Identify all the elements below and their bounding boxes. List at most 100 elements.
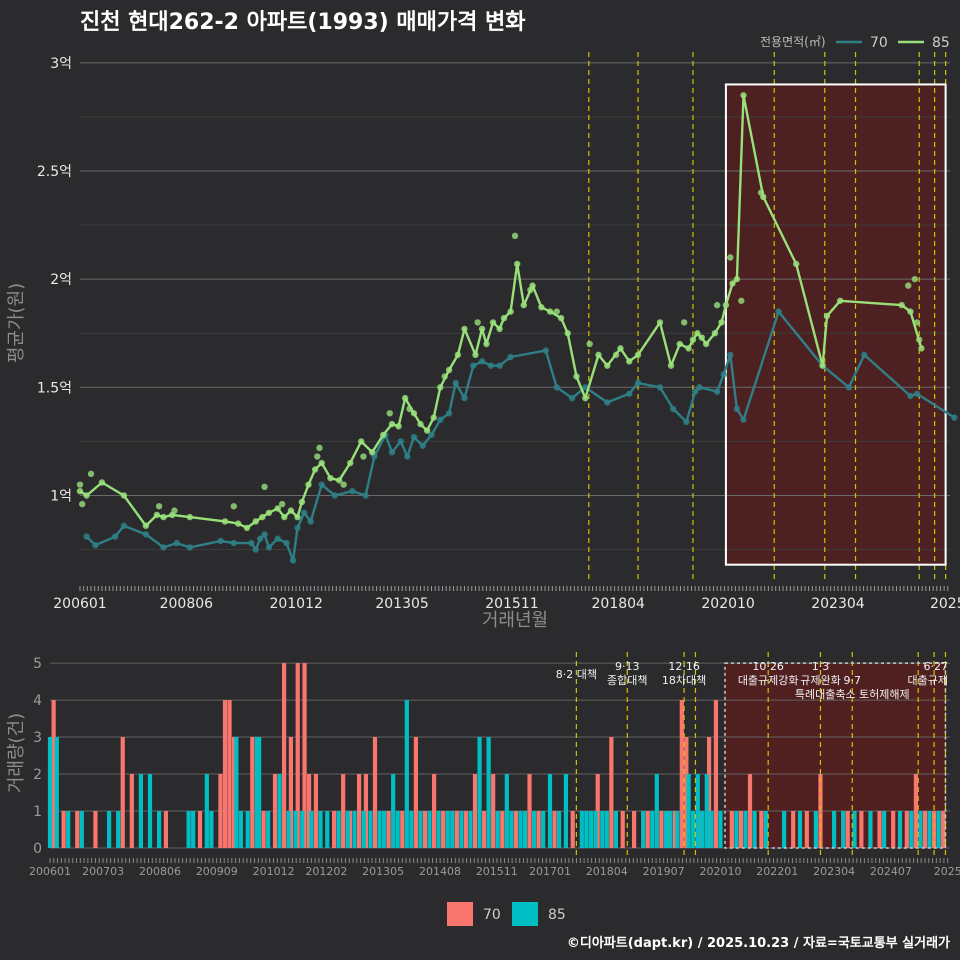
volume-bar-85	[881, 811, 887, 848]
data-point-85	[406, 405, 413, 413]
volume-x-tick-label: 201804	[586, 865, 628, 878]
data-point-85	[316, 444, 323, 452]
price-panel: 1억 1.5억 2억 2.5억 3억 200601 200806 201012 201305 20…	[37, 52, 960, 612]
volume-bar-70	[363, 774, 369, 848]
volume-x-tick-label: 201408	[419, 865, 461, 878]
volume-bar-85	[613, 811, 619, 848]
data-point-85	[489, 319, 497, 326]
volume-bar-70	[609, 737, 614, 848]
data-point-70	[160, 544, 167, 551]
x-tick-label: 200806	[160, 596, 214, 612]
data-point-70	[289, 557, 297, 564]
volume-bar-85	[238, 811, 244, 848]
volume-bar-85	[593, 811, 598, 848]
volume-bar-70	[931, 811, 937, 848]
volume-bar-85	[391, 774, 396, 848]
data-point-85	[311, 466, 319, 473]
x-tick-label: 202010	[701, 596, 754, 612]
data-point-85	[733, 275, 741, 283]
volume-bar-70	[859, 811, 864, 848]
data-point-70	[120, 522, 128, 529]
y-tick-label: 1억	[50, 488, 72, 504]
data-point-70	[713, 388, 721, 395]
volume-bar-70	[891, 811, 896, 848]
volume-bar-70	[481, 811, 487, 848]
volume-x-tick-label: 200601	[29, 865, 71, 878]
data-point-70	[404, 453, 411, 460]
data-point-70	[727, 351, 734, 359]
data-point-85	[911, 275, 919, 283]
data-point-85	[386, 410, 393, 417]
data-point-70	[362, 492, 369, 499]
policy-annotation: 1·3	[812, 660, 830, 673]
data-point-85	[461, 325, 468, 333]
volume-bar-85	[588, 811, 594, 848]
volume-bar-70	[631, 811, 637, 848]
data-point-70	[248, 539, 255, 547]
policy-annotation: 12·16	[668, 660, 700, 673]
data-point-70	[173, 539, 180, 547]
volume-y-tick-label: 0	[33, 841, 42, 857]
volume-bar-85	[427, 811, 432, 848]
y-tick-label: 1.5억	[37, 380, 72, 396]
volume-bar-85	[138, 774, 144, 848]
data-point-85	[727, 254, 734, 261]
data-point-85	[698, 334, 705, 341]
data-point-70	[300, 509, 308, 516]
volume-bar-85	[445, 811, 450, 848]
volume-bar-85	[556, 811, 562, 848]
volume-y-axis-title: 거래량(건)	[6, 713, 27, 793]
volume-bar-70	[759, 811, 764, 848]
volume-bar-85	[66, 811, 71, 848]
volume-bar-85	[695, 774, 700, 848]
data-point-85	[261, 483, 268, 491]
data-point-70	[733, 405, 741, 413]
data-point-85	[823, 312, 831, 320]
volume-bar-70	[75, 811, 80, 848]
volume-bar-85	[156, 811, 162, 848]
data-point-85	[511, 232, 519, 240]
data-point-85	[507, 308, 514, 315]
volume-bar-85	[650, 811, 655, 848]
data-point-70	[452, 379, 459, 387]
volume-bar-70	[472, 774, 478, 848]
volume-bar-85	[654, 774, 659, 848]
data-point-85	[153, 511, 161, 519]
volume-bar-70	[845, 811, 850, 848]
data-point-85	[483, 340, 490, 348]
data-point-85	[160, 513, 167, 521]
volume-bar-70	[51, 700, 56, 848]
volume-bar-85	[234, 737, 239, 848]
policy-annotation: 10·26	[752, 660, 784, 673]
volume-bar-85	[352, 811, 357, 848]
volume-bar-70	[222, 700, 228, 848]
volume-highlight-border	[724, 662, 947, 849]
policy-annotation: 18차대책	[662, 674, 706, 687]
volume-bar-85	[450, 811, 455, 848]
data-point-85	[907, 308, 914, 315]
volume-bar-85	[191, 811, 196, 848]
data-point-85	[281, 513, 288, 521]
volume-bar-70	[595, 774, 600, 848]
data-point-85	[78, 500, 86, 508]
volume-bar-85	[675, 811, 680, 848]
volume-x-tick-label: 200909	[196, 865, 238, 878]
volume-bar-85	[522, 811, 528, 848]
volume-bar-85	[266, 811, 271, 848]
volume-bar-85	[54, 737, 59, 848]
data-point-70	[265, 544, 273, 551]
volume-bar-70	[129, 774, 134, 848]
data-point-85	[496, 325, 503, 333]
volume-bar-70	[818, 774, 823, 848]
volume-bar-85	[395, 811, 400, 848]
volume-x-tick-label: 200806	[139, 865, 181, 878]
data-point-85	[634, 351, 642, 359]
policy-annotation: 9·7	[844, 674, 862, 687]
volume-bar-85	[418, 811, 423, 848]
data-point-70	[470, 362, 477, 369]
volume-bar-85	[531, 811, 537, 848]
data-point-70	[419, 442, 426, 449]
data-point-70	[294, 524, 301, 532]
